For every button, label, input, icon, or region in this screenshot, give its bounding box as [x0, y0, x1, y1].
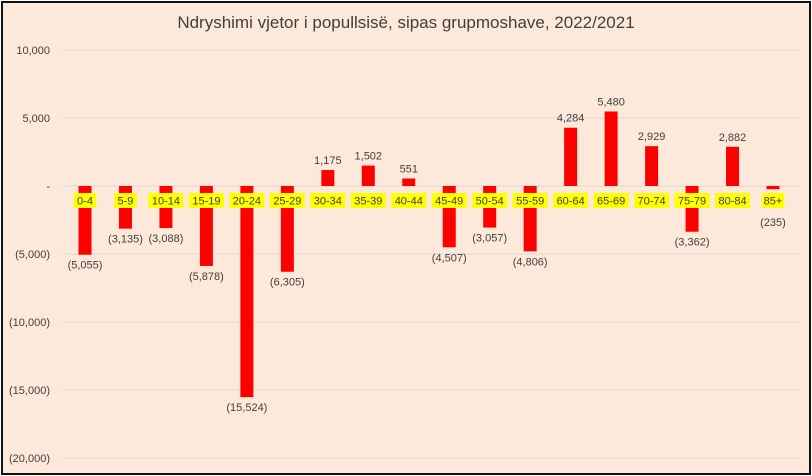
category-label: 20-24	[233, 196, 261, 208]
data-label: (5,878)	[189, 271, 224, 283]
category-label-highlight	[391, 193, 427, 208]
category-label-highlight	[593, 193, 629, 208]
category-label-highlight	[553, 193, 589, 208]
data-label: 4,284	[557, 113, 585, 125]
bar	[240, 186, 254, 398]
data-label: (235)	[760, 217, 786, 229]
category-label: 70-74	[638, 196, 666, 208]
category-label: 30-34	[314, 196, 342, 208]
data-label: (3,362)	[675, 237, 710, 249]
category-label-highlight	[761, 193, 785, 208]
category-label-highlight	[350, 193, 386, 208]
bar	[604, 111, 618, 186]
bar	[361, 165, 375, 186]
category-label-highlight	[148, 193, 184, 208]
category-label-highlight	[674, 193, 710, 208]
category-label: 25-29	[273, 196, 301, 208]
category-label: 45-49	[435, 196, 463, 208]
category-label-highlight	[310, 193, 346, 208]
y-tick-label: 5,000	[22, 113, 50, 125]
y-tick-label: 10,000	[16, 45, 50, 57]
category-label: 0-4	[77, 196, 93, 208]
category-label: 80-84	[718, 196, 746, 208]
data-label: 1,175	[314, 155, 342, 167]
data-label: 1,502	[355, 151, 383, 163]
category-label-highlight	[715, 193, 751, 208]
category-label-highlight	[634, 193, 670, 208]
bar	[564, 127, 578, 186]
category-label: 40-44	[395, 196, 423, 208]
category-label-highlight	[472, 193, 508, 208]
data-label: 551	[400, 164, 418, 176]
category-label-highlight	[73, 193, 97, 208]
category-label: 50-54	[476, 196, 504, 208]
category-label-highlight	[512, 193, 548, 208]
category-label: 55-59	[516, 196, 544, 208]
bar	[321, 170, 335, 186]
data-label: 2,882	[719, 132, 747, 144]
data-label: 5,480	[597, 96, 625, 108]
bar	[645, 146, 659, 186]
bar	[766, 186, 780, 190]
data-label: (3,088)	[149, 233, 184, 245]
category-label-highlight	[114, 193, 137, 208]
data-label: 2,929	[638, 131, 666, 143]
y-tick-label: -	[46, 181, 50, 193]
data-label: (4,806)	[513, 256, 548, 268]
category-label: 60-64	[557, 196, 585, 208]
category-label: 35-39	[354, 196, 382, 208]
category-label: 15-19	[192, 196, 220, 208]
y-tick-label: (5,000)	[15, 249, 50, 261]
category-label-highlight	[188, 193, 224, 208]
data-label: (15,524)	[226, 402, 267, 414]
category-label: 75-79	[678, 196, 706, 208]
data-label: (3,135)	[108, 234, 143, 246]
category-label: 85+	[764, 196, 783, 208]
category-label: 65-69	[597, 196, 625, 208]
bar	[726, 146, 740, 186]
data-label: (4,507)	[432, 252, 467, 264]
y-tick-label: (15,000)	[9, 385, 50, 397]
category-label-highlight	[229, 193, 265, 208]
category-label-highlight	[269, 193, 305, 208]
data-label: (5,055)	[68, 260, 103, 272]
category-label-highlight	[431, 193, 467, 208]
data-label: (3,057)	[472, 233, 507, 245]
category-label: 5-9	[118, 196, 134, 208]
y-tick-label: (10,000)	[9, 317, 50, 329]
category-label: 10-14	[152, 196, 180, 208]
bar	[685, 186, 699, 232]
chart-title: Ndryshimi vjetor i popullsisë, sipas gru…	[177, 13, 635, 32]
bar	[402, 178, 416, 186]
y-tick-label: (20,000)	[9, 453, 50, 465]
data-label: (6,305)	[270, 277, 305, 289]
